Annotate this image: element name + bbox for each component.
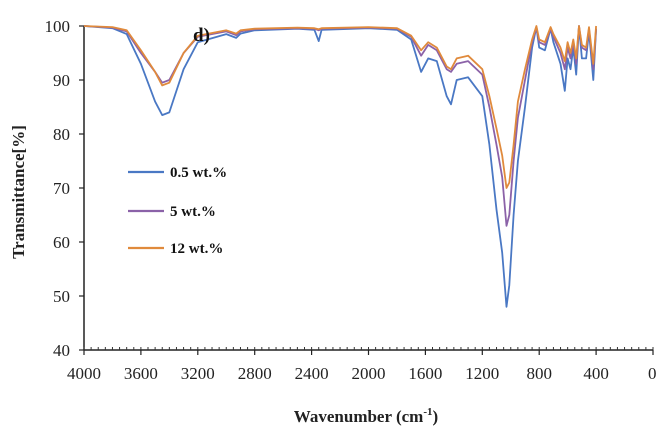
y-axis-title: Transmittance[%] — [9, 125, 28, 259]
x-axis-title-sup: -1 — [423, 406, 432, 418]
legend: 0.5 wt.% 5 wt.% 12 wt.% — [128, 165, 227, 257]
legend-label: 5 wt.% — [170, 204, 216, 220]
y-tick-label: 60 — [53, 233, 70, 252]
panel-label: d) — [193, 25, 210, 46]
x-tick-label: 3600 — [124, 364, 158, 383]
series-line-0 — [83, 25, 597, 308]
y-tick-label: 90 — [53, 71, 70, 90]
y-tick-label: 50 — [53, 287, 70, 306]
x-tick-label: 4000 — [67, 364, 101, 383]
legend-label: 12 wt.% — [170, 241, 223, 257]
x-tick-label: 1200 — [465, 364, 499, 383]
y-ticks: 40 50 60 70 80 90 100 — [45, 17, 84, 360]
legend-label: 0.5 wt.% — [170, 165, 227, 181]
y-tick-label: 80 — [53, 125, 70, 144]
x-axis-title-close: ) — [433, 407, 439, 426]
x-minor-ticks — [83, 347, 654, 350]
x-tick-label: 0 — [648, 364, 657, 383]
x-tick-label: 800 — [526, 364, 552, 383]
x-ticks: 4000 3600 3200 2800 2400 2000 1600 1200 800 400 0 — [67, 350, 657, 383]
x-axis-title-main: Wavenumber (cm — [294, 407, 424, 426]
x-tick-label: 3200 — [181, 364, 215, 383]
y-tick-label: 40 — [53, 341, 70, 360]
series-line-1 — [83, 25, 597, 227]
series-line-2 — [83, 25, 597, 189]
y-tick-label: 100 — [45, 17, 71, 36]
x-tick-label: 2000 — [352, 364, 386, 383]
x-tick-label: 1600 — [408, 364, 442, 383]
x-axis-title: Wavenumber (cm-1) — [294, 406, 438, 426]
series-lines — [83, 25, 597, 308]
x-tick-label: 400 — [583, 364, 609, 383]
x-tick-label: 2800 — [238, 364, 272, 383]
x-tick-label: 2400 — [295, 364, 329, 383]
y-tick-label: 70 — [53, 179, 70, 198]
